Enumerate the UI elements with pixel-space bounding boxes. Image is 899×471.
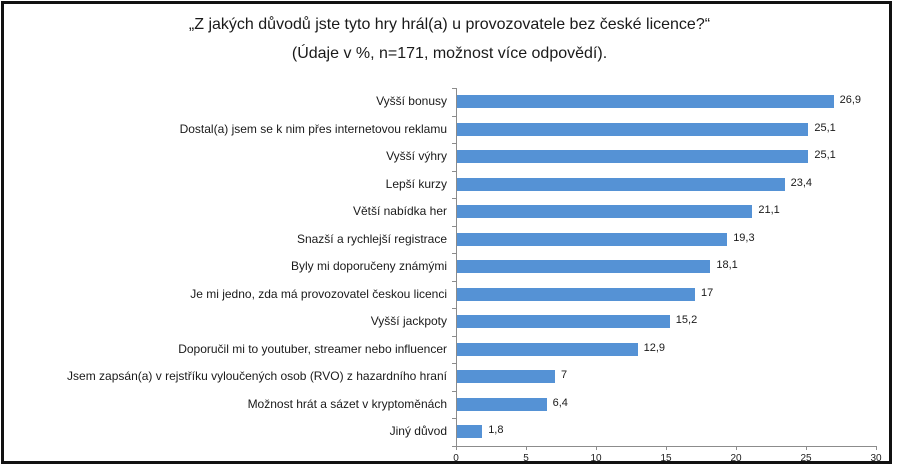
chart-frame [1, 1, 892, 464]
bar-row: Je mi jedno, zda má provozovatel českou … [0, 282, 899, 309]
bar [457, 425, 483, 438]
bar [457, 397, 547, 411]
y-tick [452, 143, 456, 144]
bar [457, 232, 728, 246]
value-label: 15,2 [675, 314, 698, 326]
y-tick [452, 198, 456, 199]
y-tick [452, 115, 456, 117]
x-tick [526, 446, 527, 450]
bar [457, 260, 711, 273]
category-label: Vyšší jackpoty [370, 314, 447, 328]
bar-row: Vyšší výhry 25,1 [0, 144, 899, 171]
category-label: Byly mi doporučeny známými [290, 259, 447, 273]
x-tick-label: 10 [590, 453, 602, 464]
y-tick [452, 446, 456, 447]
y-tick [452, 225, 456, 227]
value-label: 12,9 [643, 341, 666, 354]
x-tick [666, 446, 667, 450]
y-tick [452, 390, 456, 392]
bar [457, 370, 555, 383]
bar-row: Doporučil mi to youtuber, streamer nebo … [0, 337, 899, 364]
category-label: Doporučil mi to youtuber, streamer nebo … [178, 341, 447, 356]
bar [457, 287, 695, 301]
category-label: Lepší kurzy [385, 176, 447, 191]
category-label: Jsem zapsán(a) v rejstříku vyloučených o… [67, 369, 447, 383]
bar [457, 95, 834, 108]
bar [457, 122, 809, 136]
bar [457, 315, 670, 328]
bar-row: Dostal(a) jsem se k nim přes internetovo… [0, 117, 899, 144]
chart-subtitle: (Údaje v %, n=171, možnost více odpovědí… [291, 45, 608, 62]
value-label: 25,1 [814, 121, 836, 134]
category-label: Větší nabídka her [352, 204, 447, 218]
bar-row: Snazší a rychlejší registrace 19,3 [0, 227, 899, 254]
bar [457, 177, 785, 191]
x-tick-label: 15 [660, 453, 672, 464]
bar-row: Vyšší bonusy 26,9 [0, 89, 899, 116]
category-label: Snazší a rychlejší registrace [296, 231, 447, 246]
value-label: 23,4 [790, 176, 813, 189]
bar [457, 342, 638, 356]
y-tick [452, 335, 456, 337]
x-tick-label: 25 [800, 453, 812, 464]
bar [457, 150, 809, 163]
y-tick [452, 170, 456, 172]
value-label: 18,1 [716, 259, 738, 271]
category-label: Jiný důvod [389, 424, 447, 438]
value-label: 6,4 [552, 396, 568, 409]
category-label: Vyšší bonusy [376, 94, 447, 108]
value-label: 19,3 [733, 231, 755, 244]
value-label: 17 [701, 286, 714, 299]
y-axis-line [456, 88, 457, 446]
value-label: 21,1 [758, 204, 780, 216]
category-label: Možnost hrát a sázet v kryptoměnách [247, 396, 447, 411]
x-tick [456, 446, 457, 450]
x-tick [876, 446, 877, 450]
value-label: 7 [561, 369, 568, 381]
bar [457, 205, 753, 218]
value-label: 1,8 [488, 424, 504, 436]
category-label: Vyšší výhry [386, 149, 447, 163]
bar-row: Větší nabídka her 21,1 [0, 199, 899, 226]
bar-row: Jiný důvod 1,8 [0, 419, 899, 446]
y-tick [452, 308, 456, 309]
x-tick-label: 20 [730, 453, 742, 464]
bar-row: Vyšší jackpoty 15,2 [0, 309, 899, 336]
x-tick [736, 446, 737, 450]
y-tick [452, 88, 456, 89]
x-tick-label: 0 [453, 453, 459, 464]
y-tick [452, 418, 456, 419]
chart-title: „Z jakých důvodů jste tyto hry hrál(a) u… [188, 16, 711, 33]
x-tick-label: 5 [523, 453, 529, 464]
value-label: 26,9 [839, 94, 862, 106]
y-tick [452, 253, 456, 254]
bar-row: Jsem zapsán(a) v rejstříku vyloučených o… [0, 364, 899, 391]
bar-row: Lepší kurzy 23,4 [0, 172, 899, 199]
x-tick-label: 30 [870, 453, 882, 464]
value-label: 25,1 [814, 149, 836, 161]
bar-row: Byly mi doporučeny známými 18,1 [0, 254, 899, 281]
bar-row: Možnost hrát a sázet v kryptoměnách 6,4 [0, 392, 899, 419]
x-tick [596, 446, 597, 450]
x-tick [806, 446, 807, 450]
category-label: Dostal(a) jsem se k nim přes internetovo… [179, 121, 447, 136]
category-label: Je mi jedno, zda má provozovatel českou … [190, 286, 447, 301]
y-tick [452, 363, 456, 364]
y-tick [452, 280, 456, 282]
